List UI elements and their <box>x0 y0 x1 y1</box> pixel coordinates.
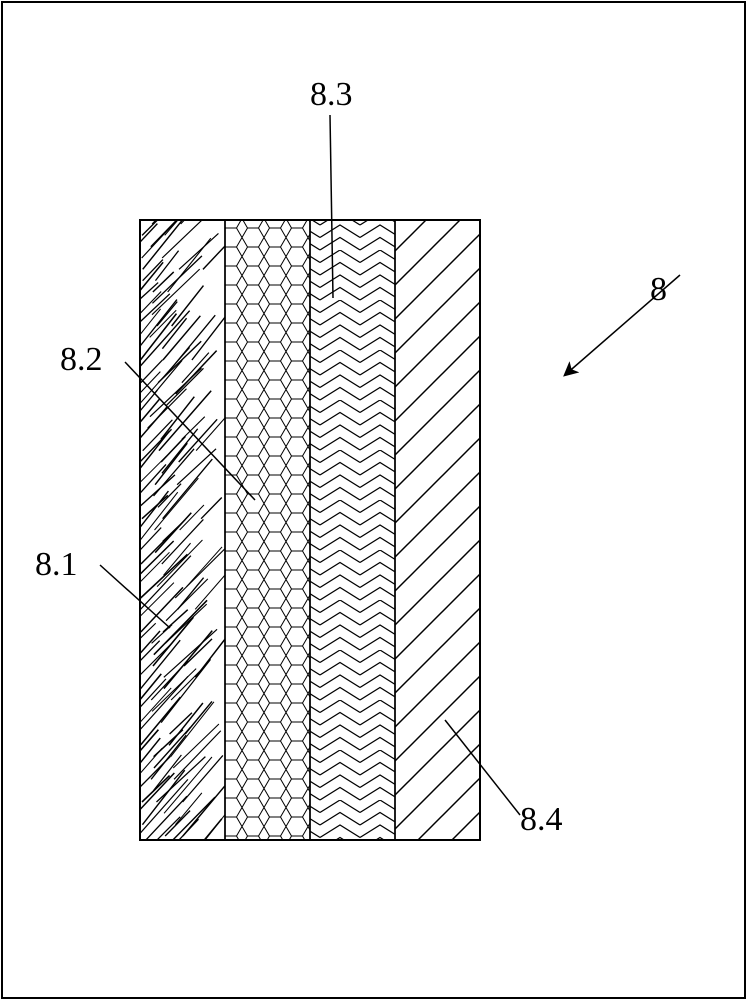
label-assembly: 8 <box>650 271 667 308</box>
label-8-4: 8.4 <box>520 801 563 838</box>
label-8-3: 8.3 <box>310 76 353 113</box>
layer-8-3 <box>310 220 395 840</box>
label-8-2: 8.2 <box>60 341 103 378</box>
layer-8-2 <box>225 220 310 840</box>
label-8-1: 8.1 <box>35 546 78 583</box>
layered-assembly <box>135 145 480 859</box>
